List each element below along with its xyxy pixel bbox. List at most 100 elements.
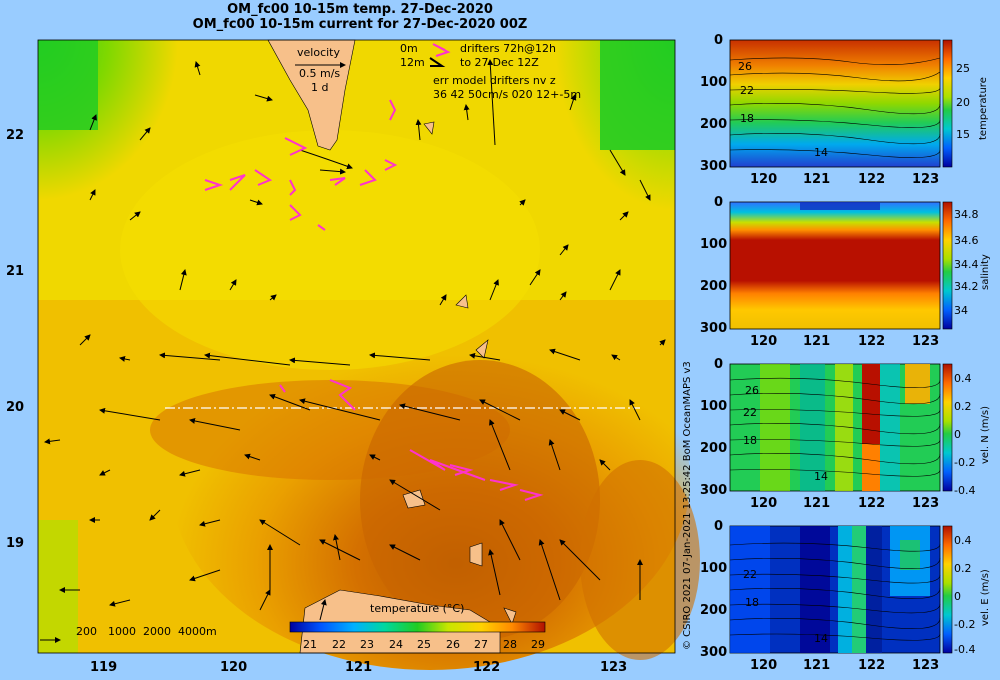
p3-cb-0.2: 0.2 [954, 400, 972, 413]
p3-contour-18: 18 [743, 434, 757, 447]
p2-depth-100: 100 [700, 237, 728, 252]
p2-depth-300: 300 [700, 321, 728, 336]
p3-contour-14: 14 [814, 470, 828, 483]
main-map [37, 39, 700, 670]
land-taiwan-tip [267, 39, 356, 151]
velocity-key-title: velocity [297, 46, 340, 59]
p1-depth-0: 0 [714, 33, 724, 48]
colorbar-tick-26: 26 [446, 638, 460, 651]
drifter-legend-marker [432, 43, 451, 57]
p3-cb--0.2: -0.2 [954, 456, 976, 469]
velocity-key-duration: 1 d [311, 81, 329, 94]
panel-salinity-plot [729, 201, 941, 330]
p2-cb-34.8: 34.8 [954, 208, 979, 221]
temperature-colorbar [289, 621, 546, 633]
p3-depth-100: 100 [700, 399, 728, 414]
p2-depth-0: 0 [714, 195, 724, 210]
p1-contour-18: 18 [740, 112, 754, 125]
title-line-2: OM_fc00 10-15m current for 27-Dec-2020 0… [192, 17, 528, 32]
colorbar-tick-24: 24 [389, 638, 403, 651]
p2-cb-34.4: 34.4 [954, 258, 979, 271]
depth-legend-2000: 2000 [143, 625, 171, 638]
velocity-arrows [40, 59, 666, 643]
p4-cb--0.2: -0.2 [954, 618, 976, 631]
lon-tick-120: 120 [220, 660, 248, 675]
p1-depth-200: 200 [700, 117, 728, 132]
drifter-legend-line-4: 36 42 50cm/s 020 12+-5m [433, 88, 582, 101]
depth-legend-1000: 1000 [108, 625, 136, 638]
p4-ylabel: vel. E (m/s) [980, 569, 991, 626]
p1-lon-123: 123 [912, 172, 940, 187]
p3-contour-26: 26 [745, 384, 759, 397]
p2-lon-123: 123 [912, 334, 940, 349]
colorbar-tick-25: 25 [417, 638, 431, 651]
title-line-1: OM_fc00 10-15m temp. 27-Dec-2020 [227, 2, 493, 17]
p2-lon-120: 120 [750, 334, 778, 349]
section-panels [729, 39, 953, 654]
p1-cb-20: 20 [956, 96, 970, 109]
p2-cb-34: 34 [954, 304, 968, 317]
colorbar-tick-21: 21 [303, 638, 317, 651]
depth-legend-4000: 4000m [178, 625, 217, 638]
p4-depth-200: 200 [700, 603, 728, 618]
p4-lon-121: 121 [803, 658, 831, 673]
p3-cb--0.4: -0.4 [954, 484, 976, 497]
p1-cb-15: 15 [956, 128, 970, 141]
p1-depth-300: 300 [700, 159, 728, 174]
p4-contour-22: 22 [743, 568, 757, 581]
colorbar-tick-29: 29 [531, 638, 545, 651]
p1-contour-14: 14 [814, 146, 828, 159]
drifter-legend-line-1: drifters 72h@12h [460, 42, 557, 55]
p3-depth-300: 300 [700, 483, 728, 498]
lat-tick-22: 22 [6, 128, 25, 143]
drifter-legend-line-3: err model drifters nv z [433, 74, 556, 87]
p3-lon-120: 120 [750, 496, 778, 511]
p3-lon-123: 123 [912, 496, 940, 511]
p1-lon-122: 122 [858, 172, 886, 187]
p1-lon-120: 120 [750, 172, 778, 187]
lon-tick-121: 121 [345, 660, 373, 675]
island-3 [455, 294, 469, 309]
p2-ylabel: salinity [980, 254, 991, 290]
p4-cb-0.4: 0.4 [954, 534, 972, 547]
map-title: OM_fc00 10-15m temp. 27-Dec-2020 OM_fc00… [130, 2, 590, 32]
p4-cb-0: 0 [954, 590, 961, 603]
p1-depth-100: 100 [700, 75, 728, 90]
p4-depth-100: 100 [700, 561, 728, 576]
p1-ylabel: temperature [978, 77, 989, 140]
p3-ylabel: vel. N (m/s) [980, 406, 991, 464]
p3-depth-200: 200 [700, 441, 728, 456]
p3-lon-122: 122 [858, 496, 886, 511]
credit-text: © CSIRO 2021 07-Jan-2021 13:25:42 BoM Oc… [682, 361, 693, 650]
p4-lon-123: 123 [912, 658, 940, 673]
drifter-legend-depth-2: 12m [400, 56, 425, 69]
p1-lon-121: 121 [803, 172, 831, 187]
lon-tick-119: 119 [90, 660, 118, 675]
lon-tick-122: 122 [473, 660, 501, 675]
p4-lon-122: 122 [858, 658, 886, 673]
island-5 [423, 121, 435, 135]
p1-contour-26: 26 [738, 60, 752, 73]
depth-legend-200: 200 [76, 625, 97, 638]
p3-cb-0.4: 0.4 [954, 372, 972, 385]
p4-cb-0.2: 0.2 [954, 562, 972, 575]
p4-contour-14: 14 [814, 632, 828, 645]
lat-tick-19: 19 [6, 536, 25, 551]
island-6 [503, 607, 517, 625]
island-2 [469, 542, 483, 567]
p2-depth-200: 200 [700, 279, 728, 294]
drifter-legend-line-2: to 27-Dec 12Z [460, 56, 539, 69]
p2-lon-121: 121 [803, 334, 831, 349]
island-1 [402, 489, 426, 509]
p2-lon-122: 122 [858, 334, 886, 349]
drifter-legend-depth-1: 0m [400, 42, 418, 55]
panel-temperature-plot [729, 39, 941, 168]
p4-lon-120: 120 [750, 658, 778, 673]
p4-cb--0.4: -0.4 [954, 643, 976, 656]
model-drifter-marker [429, 57, 446, 67]
p3-contour-22: 22 [743, 406, 757, 419]
lat-tick-21: 21 [6, 264, 25, 279]
island-4 [475, 339, 489, 359]
p3-lon-121: 121 [803, 496, 831, 511]
